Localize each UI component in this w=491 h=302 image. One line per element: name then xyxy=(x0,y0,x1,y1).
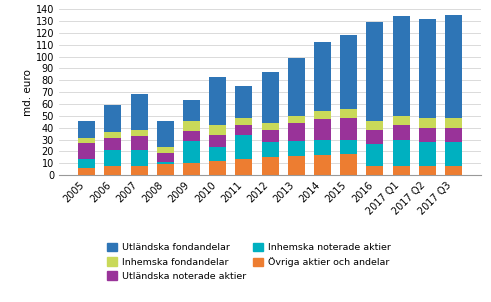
Bar xyxy=(392,166,409,175)
Bar xyxy=(209,135,226,147)
Bar xyxy=(209,147,226,161)
Bar xyxy=(445,15,462,118)
Bar xyxy=(131,166,148,175)
Bar xyxy=(104,166,121,175)
Bar xyxy=(78,143,95,159)
Bar xyxy=(235,86,252,118)
Bar xyxy=(314,155,331,175)
Bar xyxy=(157,165,174,175)
Bar xyxy=(419,118,436,128)
Bar xyxy=(262,142,278,157)
Bar xyxy=(78,168,95,175)
Bar xyxy=(78,159,95,168)
Bar xyxy=(104,150,121,166)
Bar xyxy=(419,128,436,142)
Bar xyxy=(157,153,174,162)
Bar xyxy=(340,154,357,175)
Bar xyxy=(314,111,331,119)
Bar xyxy=(104,133,121,138)
Bar xyxy=(419,142,436,166)
Bar xyxy=(262,123,278,130)
Bar xyxy=(366,144,383,166)
Bar xyxy=(209,125,226,135)
Bar xyxy=(183,131,200,141)
Bar xyxy=(183,100,200,120)
Bar xyxy=(262,72,278,123)
Bar xyxy=(288,141,305,156)
Bar xyxy=(235,159,252,175)
Bar xyxy=(235,135,252,159)
Bar xyxy=(78,120,95,138)
Bar xyxy=(340,140,357,154)
Bar xyxy=(340,35,357,109)
Bar xyxy=(288,58,305,116)
Bar xyxy=(262,130,278,142)
Legend: Utländska fondandelar, Inhemska fondandelar, Utländska noterade aktier, Inhemska: Utländska fondandelar, Inhemska fondande… xyxy=(108,243,390,281)
Bar xyxy=(419,166,436,175)
Bar xyxy=(366,166,383,175)
Bar xyxy=(104,105,121,133)
Bar xyxy=(314,42,331,111)
Bar xyxy=(235,118,252,125)
Bar xyxy=(366,130,383,144)
Bar xyxy=(157,162,174,165)
Bar xyxy=(366,120,383,130)
Bar xyxy=(183,141,200,163)
Bar xyxy=(366,22,383,120)
Bar xyxy=(340,109,357,118)
Bar xyxy=(314,119,331,140)
Bar xyxy=(445,128,462,142)
Bar xyxy=(392,125,409,140)
Bar xyxy=(131,130,148,136)
Bar xyxy=(183,163,200,175)
Bar xyxy=(262,157,278,175)
Bar xyxy=(131,95,148,130)
Bar xyxy=(392,116,409,125)
Bar xyxy=(445,142,462,166)
Bar xyxy=(392,140,409,166)
Bar xyxy=(209,77,226,125)
Bar xyxy=(445,166,462,175)
Bar xyxy=(183,120,200,131)
Bar xyxy=(104,138,121,150)
Bar xyxy=(288,116,305,123)
Bar xyxy=(392,16,409,116)
Bar xyxy=(209,161,226,175)
Bar xyxy=(157,147,174,153)
Bar xyxy=(157,120,174,147)
Bar xyxy=(314,140,331,155)
Bar xyxy=(419,18,436,118)
Bar xyxy=(288,156,305,175)
Bar xyxy=(235,125,252,135)
Bar xyxy=(288,123,305,141)
Y-axis label: md. euro: md. euro xyxy=(23,69,33,116)
Bar xyxy=(78,138,95,143)
Bar xyxy=(131,136,148,150)
Bar xyxy=(340,118,357,140)
Bar xyxy=(131,150,148,166)
Bar xyxy=(445,118,462,128)
